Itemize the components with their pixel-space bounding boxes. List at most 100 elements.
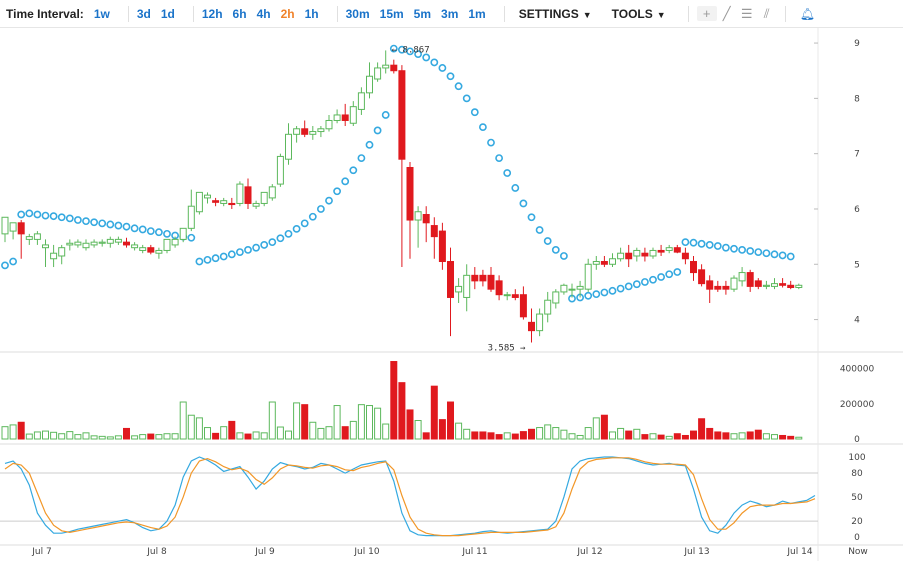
volume-bar: [511, 433, 519, 440]
y-tick-label: 6: [854, 205, 860, 215]
sar-dot: [624, 282, 633, 291]
candle: [301, 128, 309, 135]
interval-12h[interactable]: 12h: [201, 6, 223, 21]
candle: [171, 238, 179, 246]
candle: [398, 70, 406, 160]
interval-4h[interactable]: 4h: [256, 6, 271, 21]
volume-bar: [106, 436, 114, 440]
volume-bar: [690, 430, 697, 440]
interval-1h[interactable]: 1h: [304, 6, 319, 21]
volume-bar: [374, 407, 382, 440]
candle: [58, 247, 66, 257]
sar-dot: [746, 247, 755, 255]
volume-bar: [357, 404, 365, 440]
volume-bar: [204, 427, 211, 440]
trendline-icon[interactable]: ╱: [722, 5, 731, 21]
sar-dot: [406, 47, 414, 56]
volume-bar: [171, 433, 179, 440]
volume-bar: [552, 427, 560, 440]
volume-bar: [657, 434, 665, 440]
candle: [455, 285, 463, 293]
crosshair-icon[interactable]: +: [696, 6, 717, 21]
pitchfork-icon[interactable]: ⫽: [763, 5, 770, 21]
high-price-annotation: ← 8.867: [392, 45, 430, 55]
volume-bar: [285, 430, 292, 440]
candle: [519, 294, 527, 318]
candle: [560, 284, 568, 293]
candle: [503, 294, 511, 297]
volume-bar: [649, 433, 657, 440]
volume-bar: [795, 436, 803, 440]
interval-2h[interactable]: 2h: [280, 6, 295, 21]
candle: [390, 64, 398, 72]
volume-bar: [187, 414, 195, 440]
candle: [487, 274, 495, 290]
tools-menu[interactable]: TOOLS ▼: [612, 7, 666, 21]
sar-dot: [414, 50, 422, 59]
sar-dot: [608, 286, 617, 295]
sar-dot: [122, 222, 131, 231]
candle: [268, 186, 276, 199]
volume-bar: [17, 421, 25, 440]
volume-bar: [74, 434, 82, 440]
sar-dot: [470, 108, 479, 117]
volume-bar: [673, 433, 681, 440]
interval-6h[interactable]: 6h: [232, 6, 247, 21]
candle: [795, 284, 803, 289]
sar-dot: [357, 154, 366, 162]
volume-bar: [641, 434, 649, 440]
sar-dot: [130, 224, 139, 233]
candle: [25, 236, 33, 240]
candle: [139, 247, 147, 251]
sar-dot: [665, 270, 674, 279]
oscillator-tick-label: 80: [851, 469, 863, 479]
candle: [714, 285, 722, 290]
volume-bar: [503, 432, 511, 440]
sar-dot: [365, 140, 374, 149]
candle: [625, 252, 633, 260]
volume-bar: [787, 435, 795, 440]
sar-dot: [438, 64, 447, 72]
sar-dot: [584, 291, 593, 300]
candle: [195, 191, 203, 213]
volume-bar: [90, 435, 98, 440]
sar-dot: [106, 220, 115, 229]
candle: [762, 284, 770, 287]
volume-bar: [1, 426, 9, 440]
sar-dot: [33, 210, 42, 219]
candle: [633, 249, 641, 257]
interval-3m[interactable]: 3m: [441, 6, 459, 21]
candle: [584, 263, 592, 290]
volume-bar: [722, 432, 730, 440]
candle: [754, 280, 762, 287]
candle: [447, 261, 454, 298]
sar-dot: [527, 213, 536, 222]
interval-1d[interactable]: 1d: [160, 6, 175, 21]
bell-icon[interactable]: 🔔︎: [799, 6, 815, 21]
interval-3d[interactable]: 3d: [136, 6, 151, 21]
interval-1m[interactable]: 1m: [468, 6, 486, 21]
interval-15m[interactable]: 15m: [379, 6, 404, 21]
volume-bar: [382, 423, 390, 440]
interval-1w[interactable]: 1w: [93, 6, 110, 21]
volume-bar: [422, 432, 430, 440]
volume-bar: [633, 428, 641, 440]
settings-menu[interactable]: SETTINGS ▼: [519, 7, 592, 21]
candle: [204, 194, 211, 199]
sar-dot: [535, 226, 544, 234]
volume-bar: [665, 435, 673, 440]
fibonacci-icon[interactable]: ☰: [740, 5, 753, 21]
interval-30m[interactable]: 30m: [345, 6, 370, 21]
interval-5m[interactable]: 5m: [413, 6, 432, 21]
sar-dot: [778, 251, 787, 260]
candle: [212, 200, 220, 203]
candle: [463, 274, 471, 298]
volume-bar: [560, 429, 568, 440]
sar-dot: [219, 252, 228, 261]
candle: [163, 238, 171, 251]
x-axis-label: Jul 13: [683, 547, 709, 557]
volume-bar: [447, 401, 454, 440]
volume-bar: [131, 435, 139, 440]
candle: [106, 238, 114, 244]
